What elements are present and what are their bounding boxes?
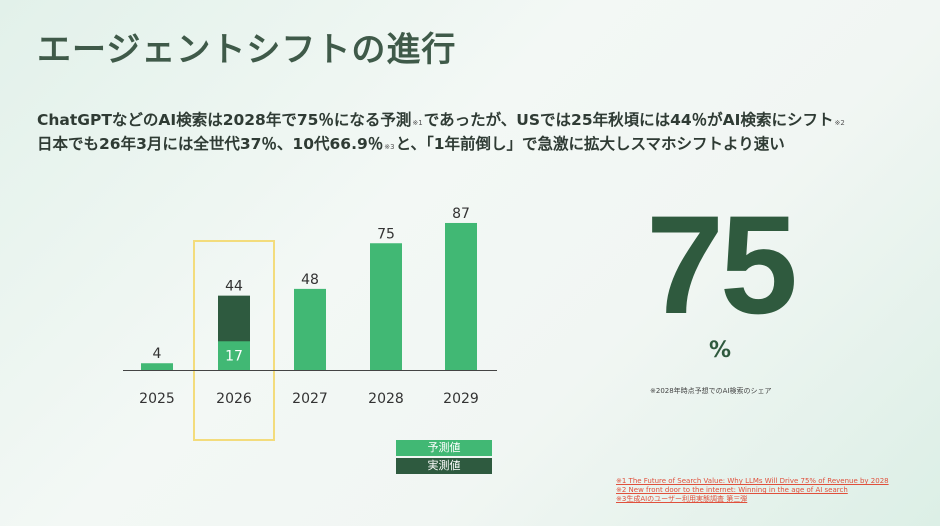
- footnote-3[interactable]: ※3生成AIのユーザー利用実態調査 第三弾: [616, 495, 748, 503]
- highlight-note: ※2028年時点予想でのAI検索のシェア: [650, 387, 772, 395]
- highlight-unit: %: [708, 338, 732, 363]
- highlight-frame: [193, 240, 275, 441]
- bar-forecast-2026: [218, 341, 250, 370]
- subtitle: ChatGPTなどのAI検索は2028年で75％になる予測※1であったが、USで…: [37, 110, 846, 158]
- bar-forecast-2027: [294, 288, 326, 370]
- bar-forecast-2029: [445, 222, 477, 370]
- subtitle-line-2-b: と、「1年前倒し」で急激に拡大しスマホシフトより速い: [395, 135, 785, 153]
- data-label-2028: 75: [377, 226, 395, 242]
- legend-item-forecast: 予測値: [396, 440, 492, 456]
- bar-forecast-2025: [141, 363, 173, 370]
- footnote-ref-3: ※3: [384, 143, 395, 151]
- footnote-ref-2: ※2: [834, 119, 845, 127]
- inner-label-2026: 17: [225, 349, 243, 365]
- x-tick-label-2027: 2027: [292, 391, 328, 407]
- data-label-2029: 87: [452, 206, 470, 222]
- footnote-1[interactable]: ※1 The Future of Search Value: Why LLMs …: [616, 477, 889, 485]
- footnotes: ※1 The Future of Search Value: Why LLMs …: [616, 477, 889, 504]
- subtitle-line-2: 日本でも26年3月には全世代37％、10代66.9％※3と、「1年前倒し」で急激…: [37, 134, 846, 158]
- x-tick-label-2025: 2025: [139, 391, 175, 407]
- x-tick-label-2026: 2026: [216, 391, 252, 407]
- x-tick-label-2029: 2029: [443, 391, 479, 407]
- subtitle-line-1-a: ChatGPTなどのAI検索は2028年で75％になる予測: [37, 111, 412, 129]
- legend-item-actual: 実測値: [396, 458, 492, 474]
- subtitle-line-2-a: 日本でも26年3月には全世代37％、10代66.9％: [37, 135, 384, 153]
- highlight-value: 75: [646, 186, 798, 343]
- bar-forecast-2028: [370, 243, 402, 370]
- data-label-2025: 4: [153, 346, 162, 362]
- page-title: エージェントシフトの進行: [37, 30, 457, 70]
- data-label-2027: 48: [301, 272, 319, 288]
- footnote-ref-1: ※1: [412, 119, 423, 127]
- subtitle-line-1-b: であったが、USでは25年秋頃には44％がAI検索にシフト: [423, 111, 834, 129]
- footnote-2[interactable]: ※2 New front door to the internet: Winni…: [616, 486, 848, 494]
- chart-legend: 予測値 実測値: [396, 440, 492, 476]
- x-tick-label-2028: 2028: [368, 391, 404, 407]
- subtitle-line-1: ChatGPTなどのAI検索は2028年で75％になる予測※1であったが、USで…: [37, 110, 846, 134]
- data-label-2026: 44: [225, 279, 243, 295]
